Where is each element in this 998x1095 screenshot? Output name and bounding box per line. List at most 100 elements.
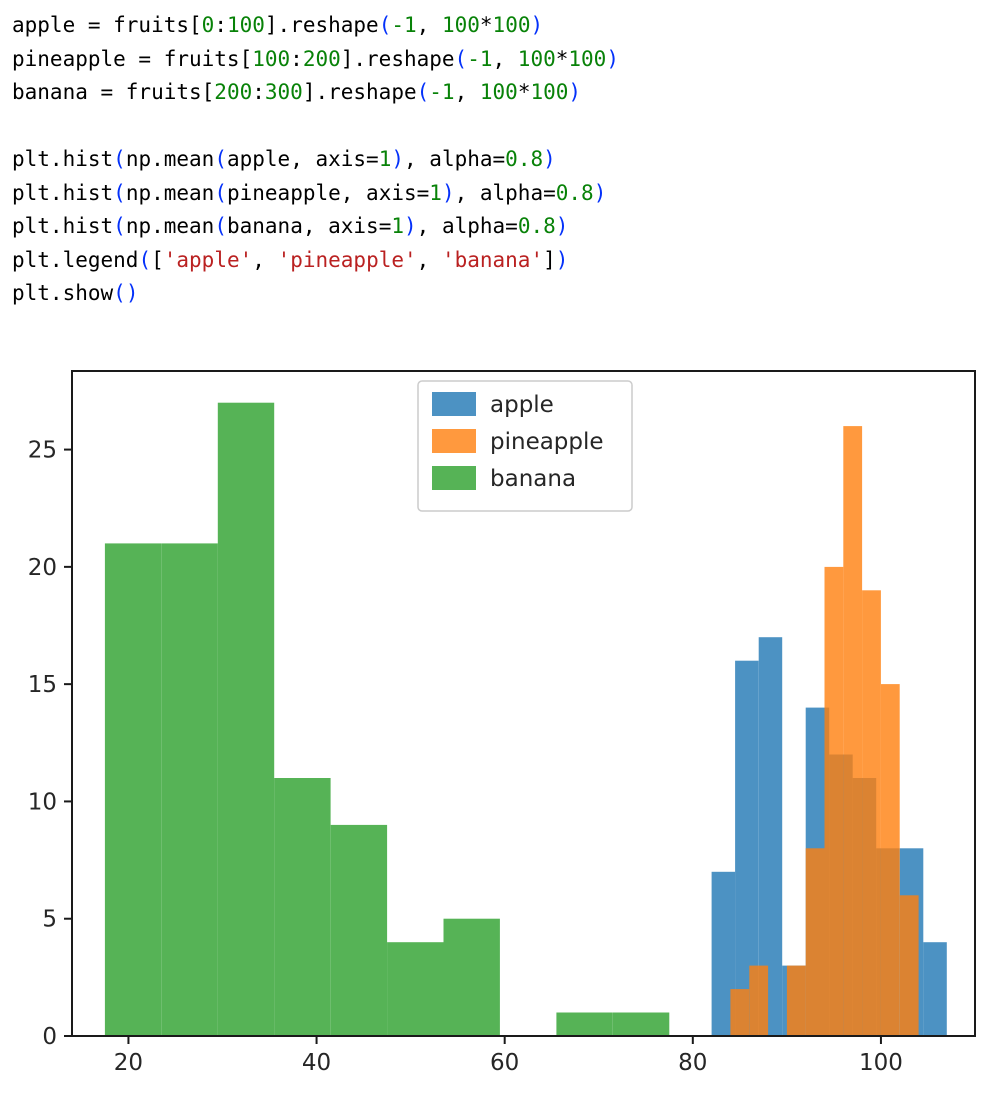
legend-swatch-apple [432, 391, 476, 416]
hist-bar-pineapple [824, 566, 844, 1036]
hist-bar-pineapple [862, 589, 881, 1036]
code-token: plt.hist [12, 214, 114, 238]
code-token: plt.hist [12, 147, 114, 171]
code-token: , alpha= [404, 147, 506, 171]
code-token: 0.8 [555, 180, 594, 205]
code-token: , [252, 247, 278, 272]
code-token: 100 [517, 46, 556, 71]
legend-label-banana: banana [490, 466, 576, 492]
code-token: 0.8 [505, 147, 544, 171]
code-token: , [416, 13, 442, 37]
x-tick-label: 60 [490, 1050, 519, 1076]
x-tick-label: 20 [114, 1050, 143, 1076]
code-token: , [492, 46, 518, 71]
code-token: apple = fruits[ [12, 13, 202, 37]
code-token: ] [543, 247, 556, 272]
code-line: plt.show() [12, 277, 986, 311]
code-line: banana = fruits[200:300].reshape(-1, 100… [12, 76, 986, 110]
code-cell[interactable]: apple = fruits[0:100].reshape(-1, 100*10… [0, 0, 998, 311]
hist-bar-apple [711, 871, 736, 1036]
code-token: plt.legend [12, 247, 139, 272]
code-token: 300 [264, 80, 303, 104]
code-token: ].reshape [340, 46, 455, 71]
y-tick-label: 25 [28, 437, 57, 463]
hist-bar-pineapple [880, 683, 900, 1036]
hist-bar-pineapple [730, 988, 750, 1036]
y-tick-label: 15 [28, 672, 57, 698]
code-token: 100 [226, 13, 265, 37]
code-token: ( [214, 214, 227, 238]
code-token: ) [441, 180, 455, 205]
hist-bar-banana [274, 777, 331, 1036]
legend-swatch-banana [432, 465, 476, 490]
code-token: 0.8 [517, 214, 556, 238]
code-token: 100 [441, 13, 480, 37]
code-line [12, 110, 986, 144]
code-token: 1 [378, 147, 392, 171]
code-token: 200 [214, 80, 253, 104]
legend-label-apple: apple [490, 392, 554, 418]
code-line: plt.hist(np.mean(banana, axis=1), alpha=… [12, 210, 986, 244]
code-token: ( [454, 46, 468, 71]
code-token: pineapple, axis= [226, 180, 430, 205]
code-token: 1 [429, 180, 442, 205]
code-token: -1 [391, 13, 417, 37]
code-token: ) [530, 13, 544, 37]
code-token: ) [555, 247, 569, 272]
code-token: : [290, 46, 303, 71]
code-token: plt.show [12, 281, 114, 305]
hist-bar-banana [161, 542, 218, 1036]
histogram-chart: 20 40 60 80 100 0 5 10 15 20 25 apple pineapple banan… [28, 369, 976, 1076]
code-token: 'pineapple' [277, 247, 417, 272]
legend-swatch-pineapple [432, 428, 476, 453]
hist-bar-pineapple [899, 894, 919, 1036]
code-token: 'apple' [163, 247, 253, 272]
hist-bar-pineapple [805, 847, 825, 1036]
hist-bar-banana [443, 918, 500, 1036]
x-tick-label: 80 [678, 1050, 707, 1076]
code-token: 100 [252, 46, 291, 71]
code-token: -1 [467, 46, 493, 71]
hist-bar-pineapple [786, 965, 806, 1036]
code-token: ) [404, 214, 417, 238]
x-tick-label: 40 [302, 1050, 331, 1076]
code-token: np.mean [125, 180, 215, 205]
code-token: ( [416, 80, 430, 104]
code-token: np.mean [125, 147, 215, 171]
code-token: ].reshape [264, 13, 379, 37]
hist-series-banana [104, 402, 670, 1036]
code-token: * [479, 13, 493, 37]
hist-bar-banana [612, 1012, 670, 1036]
code-token: ( [214, 147, 227, 171]
code-token: , alpha= [454, 180, 556, 205]
code-token: banana, axis= [226, 214, 392, 238]
code-line: apple = fruits[0:100].reshape(-1, 100*10… [12, 9, 986, 43]
code-token: : [214, 13, 227, 37]
hist-bar-banana [330, 824, 388, 1036]
y-tick-label: 5 [42, 906, 57, 932]
code-token: ( [113, 281, 126, 305]
code-token: banana = fruits[ [12, 80, 215, 104]
figure-output: 20 40 60 80 100 0 5 10 15 20 25 apple pineapple banan… [0, 354, 998, 1095]
y-tick-label: 10 [28, 789, 57, 815]
code-token: , [416, 247, 442, 272]
code-token: 200 [302, 46, 341, 71]
code-token: 100 [479, 80, 518, 104]
code-token: pineapple = fruits[ [12, 46, 253, 71]
legend-label-pineapple: pineapple [490, 429, 604, 455]
code-line: pineapple = fruits[100:200].reshape(-1, … [12, 43, 986, 77]
code-token: 0 [201, 13, 215, 37]
hist-bar-pineapple [843, 425, 863, 1036]
code-token: ) [606, 46, 619, 71]
code-token: -1 [429, 80, 455, 104]
hist-bar-apple [923, 941, 947, 1036]
code-token: ) [568, 80, 582, 104]
hist-bar-apple [735, 660, 759, 1036]
hist-bar-apple [758, 636, 783, 1036]
code-token: [ [151, 247, 164, 272]
code-token: , [454, 80, 480, 104]
x-tick-label: 100 [859, 1050, 903, 1076]
code-token: plt.hist [12, 180, 114, 205]
hist-bar-banana [387, 941, 444, 1036]
